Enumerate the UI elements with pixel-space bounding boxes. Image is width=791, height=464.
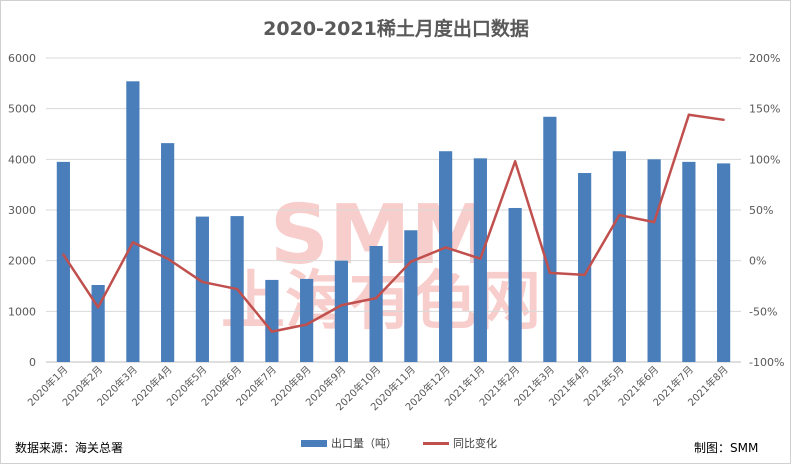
bar-mark: [578, 173, 592, 362]
line-point: [62, 253, 65, 256]
left-tick-label: 0: [29, 356, 36, 369]
right-tick-label: 200%: [749, 52, 780, 65]
right-tick-label: 50%: [749, 204, 773, 217]
bar-mark: [334, 260, 348, 362]
left-axis-ticks: 0 1000 2000 3000 4000 5000 6000: [8, 52, 36, 369]
bar-mark: [56, 161, 70, 362]
right-tick-label: 150%: [749, 103, 780, 116]
bar-mark: [717, 163, 731, 362]
line-point: [409, 260, 413, 263]
legend-bar-label: 出口量（吨）: [331, 437, 397, 450]
bar-mark: [647, 159, 661, 362]
credit-note: 制图：SMM: [694, 441, 759, 455]
bar-mark: [404, 230, 418, 362]
legend-line-swatch: [423, 441, 449, 445]
bar-mark: [126, 81, 140, 362]
left-tick-label: 2000: [8, 255, 36, 268]
bar-mark: [161, 143, 175, 362]
line-series: [62, 113, 725, 333]
line-point: [618, 213, 621, 217]
left-tick-label: 5000: [8, 103, 36, 116]
line-point: [305, 323, 308, 326]
line-point: [340, 304, 343, 307]
line-point: [722, 118, 725, 122]
line-point: [652, 220, 656, 224]
left-tick-label: 6000: [8, 52, 36, 65]
line-point: [96, 306, 100, 309]
line-point: [687, 113, 691, 116]
bar-mark: [612, 151, 626, 362]
line-point: [166, 257, 169, 260]
line-point: [201, 280, 204, 284]
legend-item-line: 同比变化: [423, 435, 497, 451]
legend-item-bar: 出口量（吨）: [301, 435, 397, 451]
chart-title: 2020-2021稀土月度出口数据: [263, 17, 529, 40]
bar-mark: [543, 116, 557, 362]
bar-mark: [439, 151, 453, 362]
bar-mark: [265, 279, 279, 362]
line-point: [235, 287, 239, 291]
legend-bar-swatch: [301, 439, 327, 447]
bar-mark: [508, 207, 522, 362]
bar-mark: [369, 245, 383, 362]
legend-line-label: 同比变化: [453, 437, 497, 450]
bar-mark: [300, 278, 314, 362]
line-point: [444, 246, 447, 249]
line-point: [374, 296, 378, 300]
source-note: 数据来源：海关总署: [15, 441, 124, 455]
right-tick-label: 0%: [749, 255, 766, 268]
bar-mark: [682, 161, 696, 362]
legend: 出口量（吨） 同比变化: [301, 435, 497, 451]
left-tick-label: 3000: [8, 204, 36, 217]
right-tick-label: -50%: [749, 305, 777, 318]
line-point: [548, 271, 552, 275]
line-point: [583, 273, 586, 277]
bar-mark: [473, 158, 487, 362]
line-point: [270, 330, 274, 333]
right-tick-label: 100%: [749, 153, 780, 166]
line-point: [131, 241, 135, 244]
line-path: [62, 113, 724, 333]
x-axis-ticks: 2020年1月2020年2月2020年3月2020年4月2020年5月2020年…: [25, 363, 731, 413]
line-point: [479, 257, 482, 260]
right-tick-label: -100%: [749, 356, 784, 369]
bar-series: [56, 81, 731, 362]
left-tick-label: 1000: [8, 305, 36, 318]
right-axis-ticks: -100% -50% 0% 50% 100% 150% 200%: [749, 52, 784, 369]
bar-mark: [195, 216, 209, 362]
line-point: [513, 160, 517, 163]
left-tick-label: 4000: [8, 153, 36, 166]
